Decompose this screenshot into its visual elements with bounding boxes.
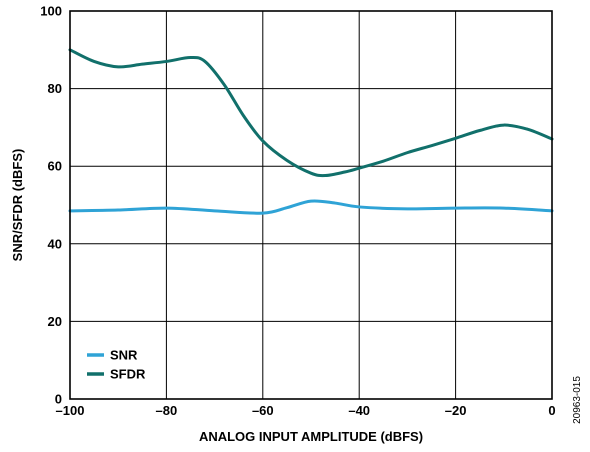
y-tick-label: 40 [48,236,62,251]
plot-area-frame [69,10,553,400]
series-line-snr [68,199,554,215]
x-tick-label: –40 [348,403,370,418]
legend: SNR SFDR [87,348,146,382]
legend-label-sfdr: SFDR [110,367,146,382]
x-tick-label: –60 [252,403,274,418]
x-tick-label: –80 [156,403,178,418]
series-line-sfdr [68,48,554,178]
y-tick-label: 100 [40,4,62,19]
x-tick-label: 0 [548,403,555,418]
x-tick-label: –100 [56,403,85,418]
x-tick-label: –20 [445,403,467,418]
y-tick-label: 60 [48,159,62,174]
y-axis-tick-labels: 0 20 40 60 80 100 [40,4,62,407]
figure-id: 20963-015 [572,376,583,424]
series-layer [68,48,554,215]
grid-lines [69,10,553,400]
x-axis-title: ANALOG INPUT AMPLITUDE (dBFS) [199,429,423,444]
legend-label-snr: SNR [110,348,138,363]
y-tick-label: 0 [55,392,62,407]
y-tick-label: 80 [48,81,62,96]
y-axis-title: SNR/SFDR (dBFS) [10,149,25,262]
x-axis-tick-labels: –100 –80 –60 –40 –20 0 [56,403,556,418]
y-tick-label: 20 [48,314,62,329]
